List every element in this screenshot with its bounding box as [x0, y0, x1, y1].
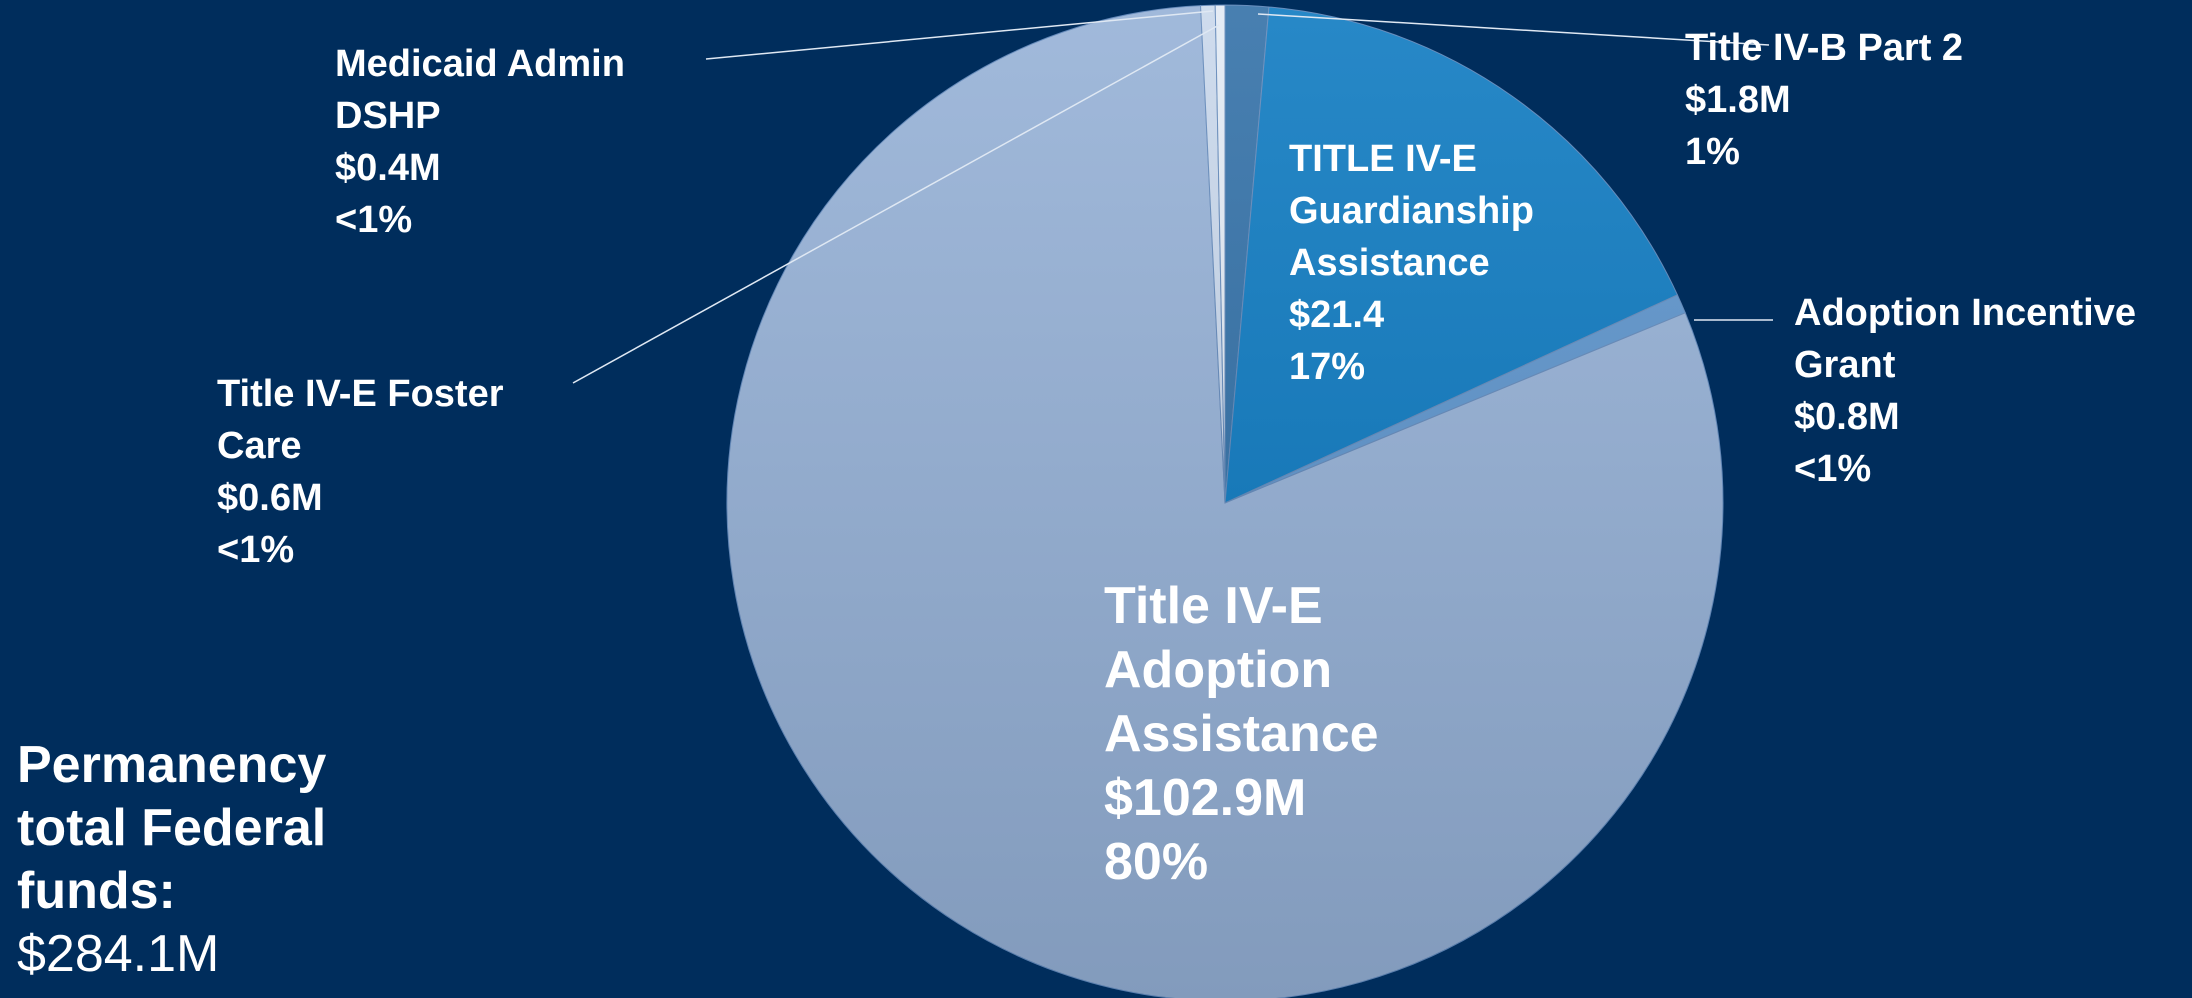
label-percent: <1% — [1794, 448, 1872, 490]
label-name: Title IV-E Foster Care — [217, 373, 504, 467]
label-amount: $102.9M — [1104, 769, 1307, 827]
label-amount: $1.8M — [1685, 79, 1791, 121]
leader-line — [572, 24, 1220, 384]
slice-label: Title IV-E Adoption Assistance $102.9M 8… — [1104, 574, 1404, 894]
label-name: Title IV-E Adoption Assistance — [1104, 577, 1379, 763]
label-percent: 17% — [1289, 346, 1366, 388]
label-name: TITLE IV-E Guardianship Assistance — [1289, 138, 1534, 284]
slice-label: Title IV-E Foster Care $0.6M <1% — [217, 368, 562, 576]
chart-title: Permanency total Federal funds: — [17, 736, 327, 920]
slice-label: Adoption Incentive Grant $0.8M <1% — [1794, 287, 2190, 495]
label-percent: <1% — [217, 529, 295, 571]
leader-line — [705, 10, 1214, 60]
leader-line — [1257, 13, 1770, 46]
slice-label: TITLE IV-E Guardianship Assistance $21.4… — [1289, 133, 1589, 393]
label-name: Title IV-B Part 2 — [1685, 27, 1964, 69]
label-percent: 1% — [1685, 131, 1740, 173]
label-amount: $0.8M — [1794, 396, 1900, 438]
label-amount: $0.6M — [217, 477, 323, 519]
total-text: Permanency total Federal funds: $284.1M — [17, 734, 377, 986]
slice-label: Title IV-B Part 2 $1.8M 1% — [1685, 22, 2105, 178]
label-percent: <1% — [335, 199, 413, 241]
label-name: Medicaid Admin DSHP — [335, 43, 625, 137]
total-amount: $284.1M — [17, 925, 220, 983]
label-name: Adoption Incentive Grant — [1794, 292, 2136, 386]
slice-label: Medicaid Admin DSHP $0.4M <1% — [335, 38, 685, 246]
label-amount: $21.4 — [1289, 294, 1385, 336]
label-percent: 80% — [1104, 833, 1209, 891]
label-amount: $0.4M — [335, 147, 441, 189]
leader-lines — [572, 10, 1773, 384]
